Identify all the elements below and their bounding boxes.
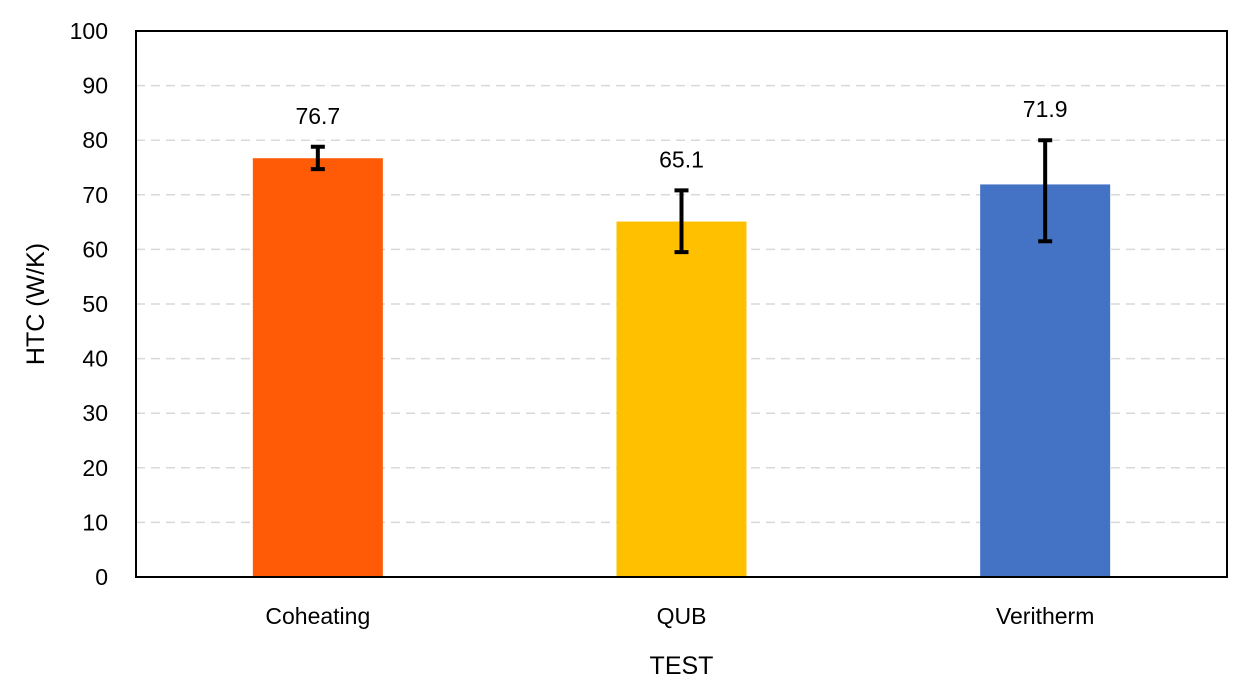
data-label-coheating: 76.7	[295, 103, 340, 129]
y-tick-label-0: 0	[95, 564, 108, 590]
error-bar-coheating	[310, 144, 325, 172]
bars	[252, 158, 1111, 577]
y-tick-label-10: 100	[70, 18, 108, 44]
error-bar-veritherm	[1038, 138, 1053, 244]
y-axis-title: HTC (W/K)	[22, 243, 50, 365]
bar-coheating	[252, 158, 383, 577]
y-tick-label-2: 20	[82, 455, 108, 481]
y-axis-ticks: 0 10 20 30 40 50 60 70 80 90 100	[70, 18, 108, 590]
x-axis-ticks: Coheating QUB Veritherm	[265, 603, 1094, 629]
plot-area-frame	[135, 30, 1228, 578]
y-tick-label-3: 30	[82, 400, 108, 426]
bar-veritherm	[980, 184, 1111, 577]
data-label-veritherm: 71.9	[1023, 96, 1068, 122]
x-axis-title: TEST	[650, 652, 714, 680]
y-tick-label-7: 70	[82, 182, 108, 208]
data-label-qub: 65.1	[659, 146, 704, 172]
y-tick-label-5: 50	[82, 291, 108, 317]
error-bar-qub	[674, 188, 689, 255]
y-tick-label-9: 90	[82, 73, 108, 99]
y-tick-label-6: 60	[82, 236, 108, 262]
y-tick-label-8: 80	[82, 127, 108, 153]
x-tick-label-qub: QUB	[657, 603, 707, 629]
y-tick-label-4: 40	[82, 346, 108, 372]
x-tick-label-coheating: Coheating	[265, 603, 370, 629]
y-tick-label-1: 10	[82, 509, 108, 535]
x-tick-label-veritherm: Veritherm	[996, 603, 1094, 629]
error-bars	[310, 138, 1053, 255]
bar-qub	[616, 221, 747, 577]
data-labels: 76.7 65.1 71.9	[295, 96, 1067, 172]
